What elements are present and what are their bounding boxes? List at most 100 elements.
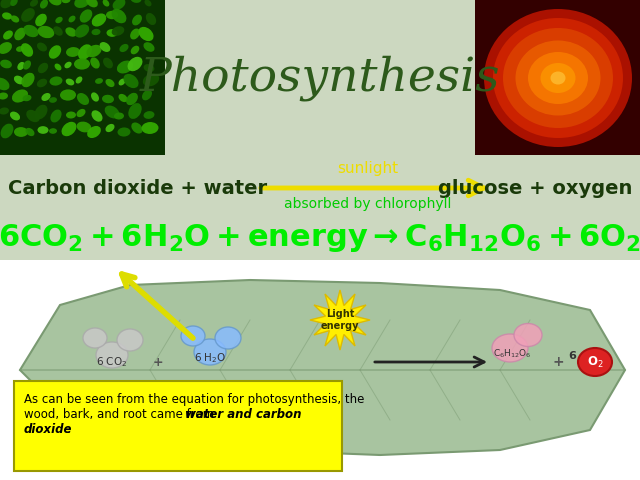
Ellipse shape [124,74,138,88]
Ellipse shape [103,58,113,68]
Ellipse shape [143,111,154,119]
Ellipse shape [61,122,76,136]
Ellipse shape [14,76,24,84]
Ellipse shape [194,339,226,365]
Ellipse shape [14,127,28,137]
Ellipse shape [92,29,100,35]
Ellipse shape [117,329,143,351]
Ellipse shape [40,0,48,9]
Ellipse shape [42,93,51,101]
Ellipse shape [492,334,528,362]
Ellipse shape [49,76,63,85]
Ellipse shape [74,0,90,8]
Ellipse shape [49,128,57,134]
Ellipse shape [75,24,89,37]
Ellipse shape [106,124,115,132]
Text: dioxide: dioxide [24,423,72,436]
Text: Carbon dioxide + water: Carbon dioxide + water [8,179,267,197]
Ellipse shape [61,0,70,3]
Ellipse shape [49,45,61,59]
Ellipse shape [106,79,115,87]
Ellipse shape [106,11,118,19]
Text: sunlight: sunlight [337,160,399,176]
Ellipse shape [132,14,142,25]
Ellipse shape [578,348,612,376]
FancyBboxPatch shape [475,0,640,155]
Ellipse shape [77,121,92,132]
Ellipse shape [143,64,154,72]
Ellipse shape [51,109,61,122]
Ellipse shape [66,79,74,85]
Ellipse shape [96,342,128,368]
Ellipse shape [102,95,114,103]
Ellipse shape [129,103,141,119]
Ellipse shape [30,0,38,7]
Text: C$_6$H$_{12}$O$_6$: C$_6$H$_{12}$O$_6$ [493,348,531,360]
Ellipse shape [92,13,106,26]
Ellipse shape [16,46,24,52]
Ellipse shape [130,28,140,39]
Text: .: . [67,423,71,436]
Text: +: + [153,356,163,369]
Ellipse shape [22,73,35,87]
Ellipse shape [12,89,28,103]
Ellipse shape [493,18,623,138]
Ellipse shape [55,17,63,23]
Ellipse shape [100,42,110,52]
Ellipse shape [126,93,138,105]
Ellipse shape [484,9,632,147]
Ellipse shape [91,92,99,102]
Ellipse shape [77,109,86,117]
Ellipse shape [35,105,47,120]
Ellipse shape [68,16,76,23]
Ellipse shape [77,93,89,105]
Ellipse shape [117,60,133,73]
Ellipse shape [76,76,83,84]
Text: wood, bark, and root came from: wood, bark, and root came from [24,408,218,421]
Ellipse shape [0,60,12,68]
Text: 6: 6 [568,351,576,361]
Text: 6 H$_2$O: 6 H$_2$O [194,351,226,365]
Ellipse shape [66,47,80,57]
Ellipse shape [142,90,152,100]
Ellipse shape [37,43,47,51]
Ellipse shape [90,58,100,69]
Ellipse shape [131,0,141,3]
Ellipse shape [74,59,90,70]
Ellipse shape [37,79,47,87]
Ellipse shape [38,126,49,134]
Ellipse shape [541,63,575,93]
Text: water and carbon: water and carbon [185,408,301,421]
Ellipse shape [38,26,54,38]
Text: 6 CO$_2$: 6 CO$_2$ [97,355,127,369]
Ellipse shape [60,89,76,101]
Ellipse shape [38,63,48,73]
Polygon shape [20,280,625,455]
Ellipse shape [95,78,103,84]
Ellipse shape [2,12,12,20]
Ellipse shape [143,73,159,86]
Ellipse shape [54,63,61,71]
Ellipse shape [111,9,127,23]
Ellipse shape [80,9,92,23]
Ellipse shape [145,0,152,6]
Ellipse shape [215,327,241,349]
Text: Photosynthesis: Photosynthesis [140,55,500,101]
Ellipse shape [23,60,31,70]
Ellipse shape [105,106,119,119]
FancyBboxPatch shape [14,381,342,471]
Ellipse shape [181,326,205,346]
Ellipse shape [14,28,26,40]
Ellipse shape [146,13,156,25]
Ellipse shape [0,42,12,54]
Text: Light
energy: Light energy [321,309,359,331]
Ellipse shape [53,26,63,36]
Ellipse shape [118,94,127,102]
Ellipse shape [528,52,588,104]
Ellipse shape [86,45,102,57]
Ellipse shape [0,93,8,99]
Ellipse shape [114,112,124,120]
Text: +: + [552,355,564,369]
Ellipse shape [49,0,61,5]
Ellipse shape [86,0,98,7]
